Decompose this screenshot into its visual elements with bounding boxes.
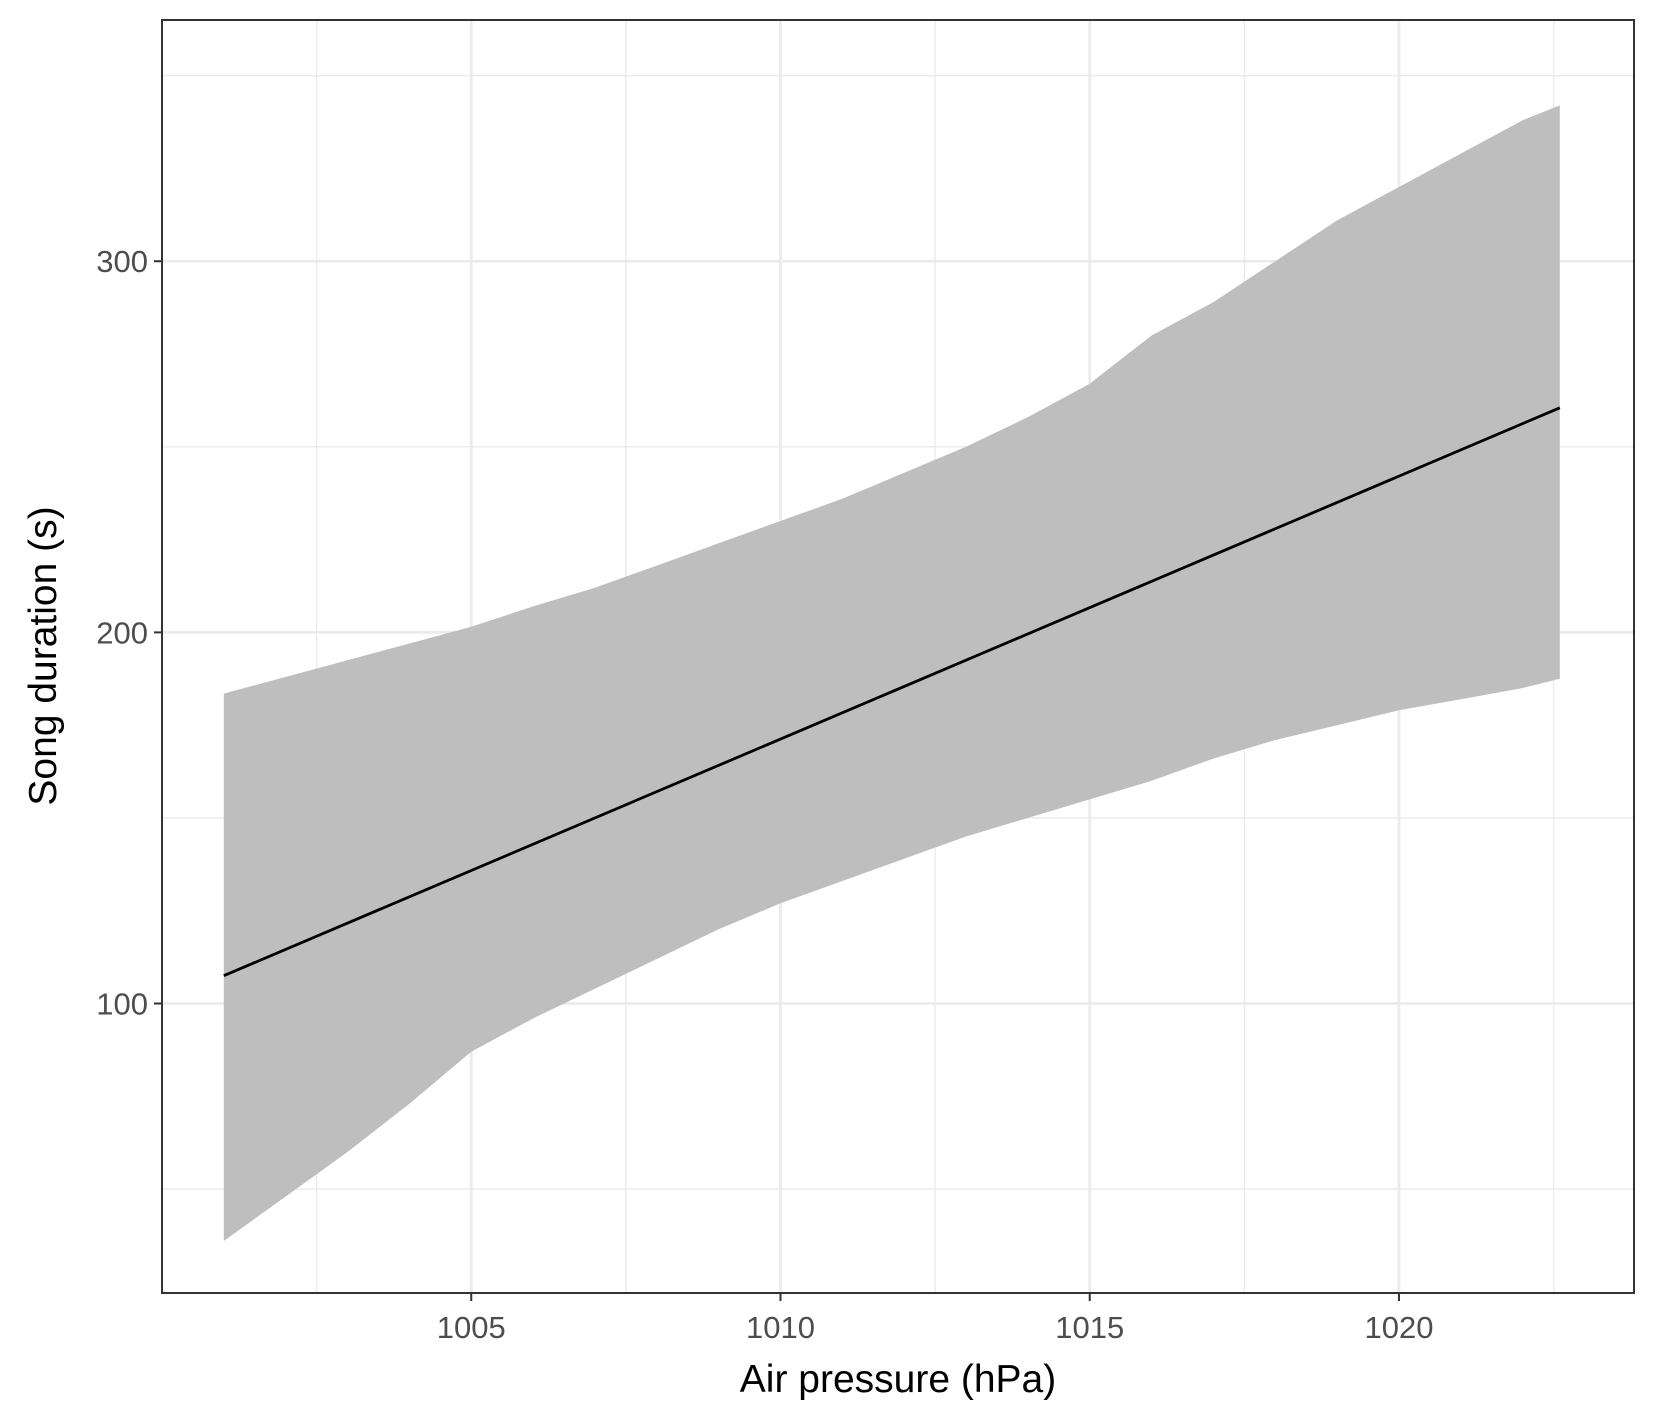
- y-tick-label: 300: [96, 244, 148, 279]
- x-tick-label: 1020: [1364, 1310, 1433, 1345]
- y-axis-ticks: 100 200 300: [96, 244, 162, 1022]
- y-tick-label: 100: [96, 987, 148, 1022]
- x-tick-label: 1005: [437, 1310, 506, 1345]
- x-axis-title: Air pressure (hPa): [740, 1358, 1056, 1401]
- confidence-band: [223, 105, 1560, 1241]
- x-axis-ticks: 1005 1010 1015 1020: [437, 1293, 1433, 1345]
- x-tick-label: 1015: [1055, 1310, 1124, 1345]
- y-tick-label: 200: [96, 615, 148, 650]
- fit-line: [223, 406, 1561, 977]
- plot-border: [161, 19, 1635, 1294]
- x-tick-label: 1010: [746, 1310, 815, 1345]
- y-axis-title: Song duration (s): [22, 506, 65, 805]
